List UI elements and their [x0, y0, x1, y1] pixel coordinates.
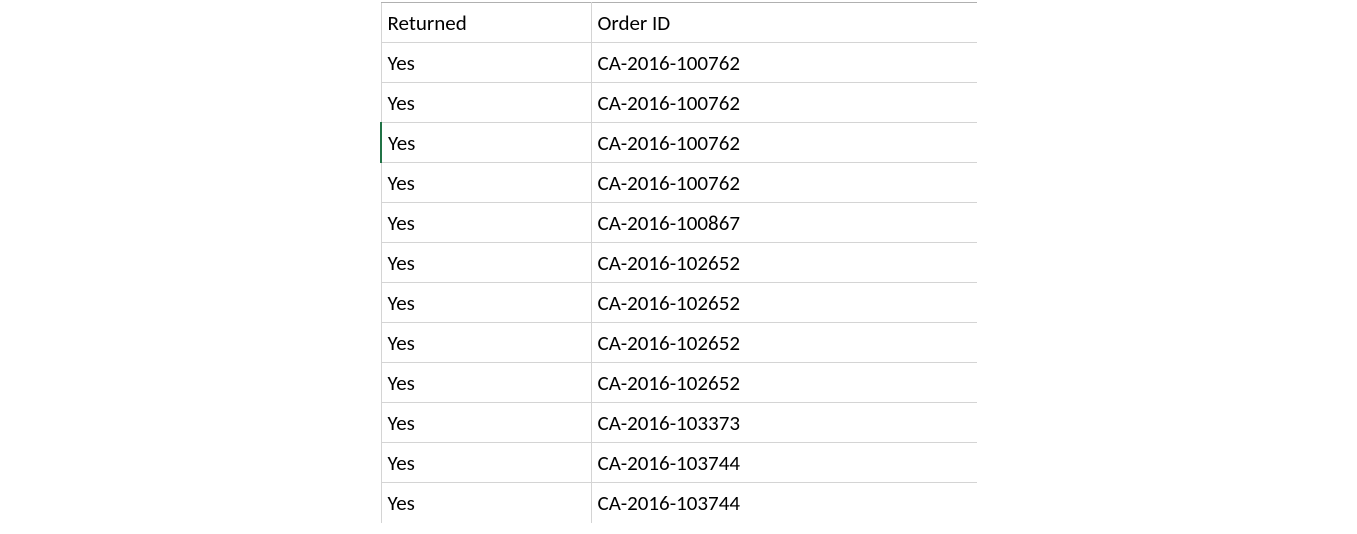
cell-returned[interactable]: Yes: [381, 403, 591, 443]
cell-returned[interactable]: Yes: [381, 363, 591, 403]
cell-orderid[interactable]: CA-2016-100762: [591, 163, 977, 203]
spreadsheet-table[interactable]: Returned Order ID Yes CA-2016-100762 Yes…: [380, 2, 977, 523]
cell-returned[interactable]: Yes: [381, 283, 591, 323]
cell-orderid[interactable]: CA-2016-102652: [591, 363, 977, 403]
cell-returned[interactable]: Yes: [381, 203, 591, 243]
cell-returned[interactable]: Yes: [381, 443, 591, 483]
cell-returned[interactable]: Yes: [381, 243, 591, 283]
cell-orderid[interactable]: CA-2016-102652: [591, 283, 977, 323]
cell-orderid[interactable]: CA-2016-102652: [591, 323, 977, 363]
cell-orderid[interactable]: CA-2016-100867: [591, 203, 977, 243]
cell-returned[interactable]: Yes: [381, 483, 591, 523]
cell-orderid[interactable]: CA-2016-102652: [591, 243, 977, 283]
cell-returned[interactable]: Yes: [381, 43, 591, 83]
table-row[interactable]: Yes CA-2016-100762: [381, 163, 977, 203]
table-row[interactable]: Yes CA-2016-100762: [381, 123, 977, 163]
cell-orderid[interactable]: CA-2016-103744: [591, 483, 977, 523]
table-row[interactable]: Yes CA-2016-100762: [381, 83, 977, 123]
cell-orderid[interactable]: CA-2016-103744: [591, 443, 977, 483]
table-row[interactable]: Yes CA-2016-102652: [381, 323, 977, 363]
table-row[interactable]: Yes CA-2016-102652: [381, 283, 977, 323]
cell-orderid[interactable]: CA-2016-100762: [591, 43, 977, 83]
cell-returned[interactable]: Yes: [381, 163, 591, 203]
cell-returned[interactable]: Yes: [381, 323, 591, 363]
header-cell-returned[interactable]: Returned: [381, 3, 591, 43]
table-row[interactable]: Yes CA-2016-100867: [381, 203, 977, 243]
cell-returned[interactable]: Yes: [381, 83, 591, 123]
table-row[interactable]: Yes CA-2016-100762: [381, 43, 977, 83]
table-row[interactable]: Yes CA-2016-103744: [381, 483, 977, 523]
cell-orderid[interactable]: CA-2016-100762: [591, 123, 977, 163]
cell-orderid[interactable]: CA-2016-103373: [591, 403, 977, 443]
table-row[interactable]: Yes CA-2016-102652: [381, 243, 977, 283]
table-row[interactable]: Yes CA-2016-103744: [381, 443, 977, 483]
table-row[interactable]: Yes CA-2016-102652: [381, 363, 977, 403]
cell-returned[interactable]: Yes: [381, 123, 591, 163]
table-row[interactable]: Yes CA-2016-103373: [381, 403, 977, 443]
header-row[interactable]: Returned Order ID: [381, 3, 977, 43]
header-cell-orderid[interactable]: Order ID: [591, 3, 977, 43]
cell-orderid[interactable]: CA-2016-100762: [591, 83, 977, 123]
